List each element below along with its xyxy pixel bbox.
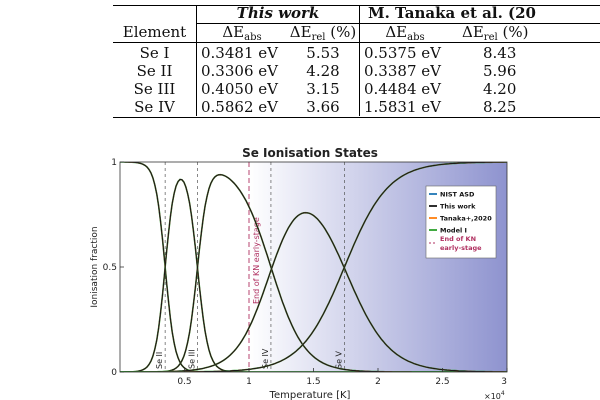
table-top-rule (113, 5, 600, 6)
row-se3-this-rel: 3.15 (306, 80, 340, 98)
row-se4-tan-rel: 8.25 (483, 98, 517, 116)
header-this-abs: ΔEabs (222, 23, 262, 43)
legend-label: Model I (440, 227, 467, 235)
x-tick-label: 2.5 (435, 377, 449, 387)
stage-marker-label: Se V (334, 350, 343, 369)
row-se2-tan-abs: 0.3387 eV (364, 62, 441, 80)
chart-title: Se Ionisation States (242, 146, 378, 160)
row-se3-element: Se III (133, 80, 176, 98)
stage-marker-label: Se II (155, 352, 164, 369)
table-cmidrule (197, 23, 600, 24)
x-tick-label: 1.5 (306, 377, 320, 387)
x-exponent: ×104 (484, 390, 505, 400)
stage-marker-label: Se III (187, 349, 196, 369)
table-divider-right (359, 5, 360, 116)
chart-legend: NIST ASD This work Tanaka+,2020 Model IEnd … (425, 185, 497, 259)
row-se3-tan-abs: 0.4484 eV (364, 80, 441, 98)
stage-marker-label: Se IV (261, 348, 270, 369)
table-bottom-rule (113, 117, 600, 118)
legend-label: End of KN (440, 235, 476, 243)
header-element: Element (122, 23, 187, 41)
row-se4-this-rel: 3.66 (306, 98, 340, 116)
x-tick-label: 1 (246, 377, 252, 387)
row-se2-tan-rel: 5.96 (483, 62, 517, 80)
y-tick-label: 1 (111, 158, 117, 168)
comparison-table: This work M. Tanaka et al. (20 Element Δ… (0, 0, 600, 130)
row-se1-element: Se I (139, 44, 170, 62)
x-tick-label: 0.5 (177, 377, 191, 387)
row-se2-element: Se II (136, 62, 173, 80)
curve-se-ii-this-work (120, 178, 507, 372)
x-tick-label: 2 (375, 377, 381, 387)
header-this-work: This work (236, 4, 320, 22)
row-se2-this-abs: 0.3306 eV (201, 62, 278, 80)
y-tick-label: 0 (111, 368, 117, 378)
ionisation-chart: Se Ionisation States Se II Se III Se IV Se … (90, 146, 508, 400)
row-se4-element: Se IV (134, 98, 175, 116)
header-this-rel: ΔErel (%) (289, 23, 357, 43)
row-se1-this-rel: 5.53 (306, 44, 340, 62)
header-tanaka-rel: ΔErel (%) (462, 23, 529, 43)
row-se4-tan-abs: 1.5831 eV (364, 98, 441, 116)
header-tanaka-abs: ΔEabs (385, 23, 425, 43)
y-axis-label: Ionisation fraction (90, 226, 100, 307)
row-se4-this-abs: 0.5862 eV (201, 98, 278, 116)
legend-label: early-stage (440, 244, 482, 252)
row-se1-tan-abs: 0.5375 eV (364, 44, 441, 62)
header-tanaka: M. Tanaka et al. (20 (368, 4, 536, 22)
curve-se-i-this-work (120, 162, 507, 372)
x-tick-label: 3 (501, 377, 507, 387)
table-mid-rule (113, 42, 600, 43)
row-se3-this-abs: 0.4050 eV (201, 80, 278, 98)
legend-label: NIST ASD (440, 191, 475, 199)
row-se1-tan-rel: 8.43 (483, 44, 517, 62)
legend-label: This work (440, 203, 476, 211)
kn-end-label: End of KN early-stage (252, 217, 261, 304)
legend-label: Tanaka+,2020 (440, 215, 492, 223)
row-se1-this-abs: 0.3481 eV (201, 44, 278, 62)
curve-se-iii-this-work (120, 174, 507, 372)
y-tick-label: 0.5 (103, 263, 117, 273)
table-divider-left (196, 5, 197, 116)
row-se2-this-rel: 4.28 (306, 62, 340, 80)
row-se3-tan-rel: 4.20 (483, 80, 517, 98)
legend-box (425, 185, 497, 259)
x-axis-label: Temperature [K] (269, 390, 351, 400)
